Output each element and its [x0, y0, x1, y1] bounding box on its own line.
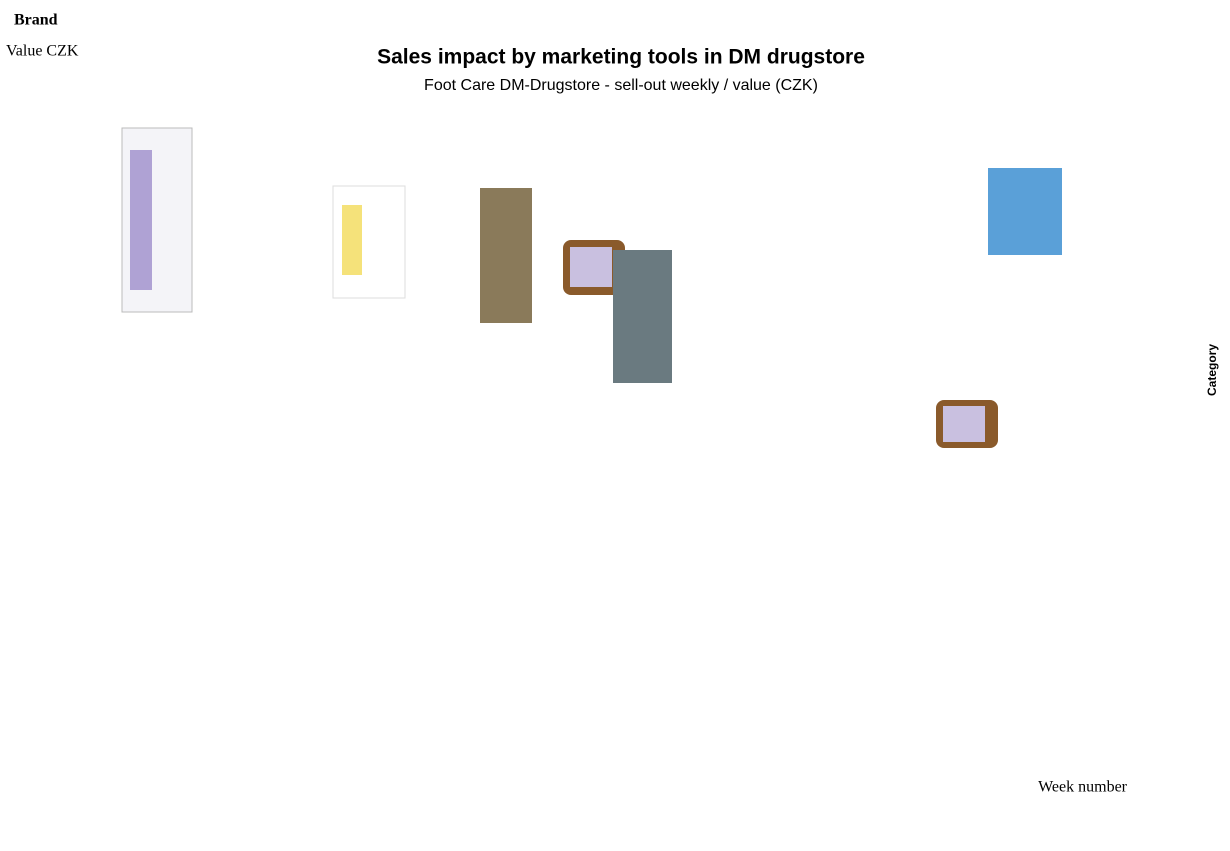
- magazine-figure: [130, 150, 152, 290]
- regal-photo: [613, 250, 672, 383]
- coupon-product: [342, 205, 362, 275]
- hostess-photo: [480, 188, 532, 323]
- chart-subtitle: Foot Care DM-Drugstore - sell-out weekly…: [424, 77, 818, 94]
- y2-axis-title: Category: [1205, 344, 1219, 396]
- christmas-pack-picture: [988, 168, 1062, 255]
- chart-title: Sales impact by marketing tools in DM dr…: [377, 46, 865, 69]
- tv-screen: [943, 406, 985, 442]
- tv-screen: [570, 247, 612, 287]
- pictures: [121, 127, 1062, 448]
- value-label: Value CZK: [6, 43, 79, 60]
- brand-label: Brand: [14, 12, 58, 29]
- x-axis-title: Week number: [1038, 779, 1128, 796]
